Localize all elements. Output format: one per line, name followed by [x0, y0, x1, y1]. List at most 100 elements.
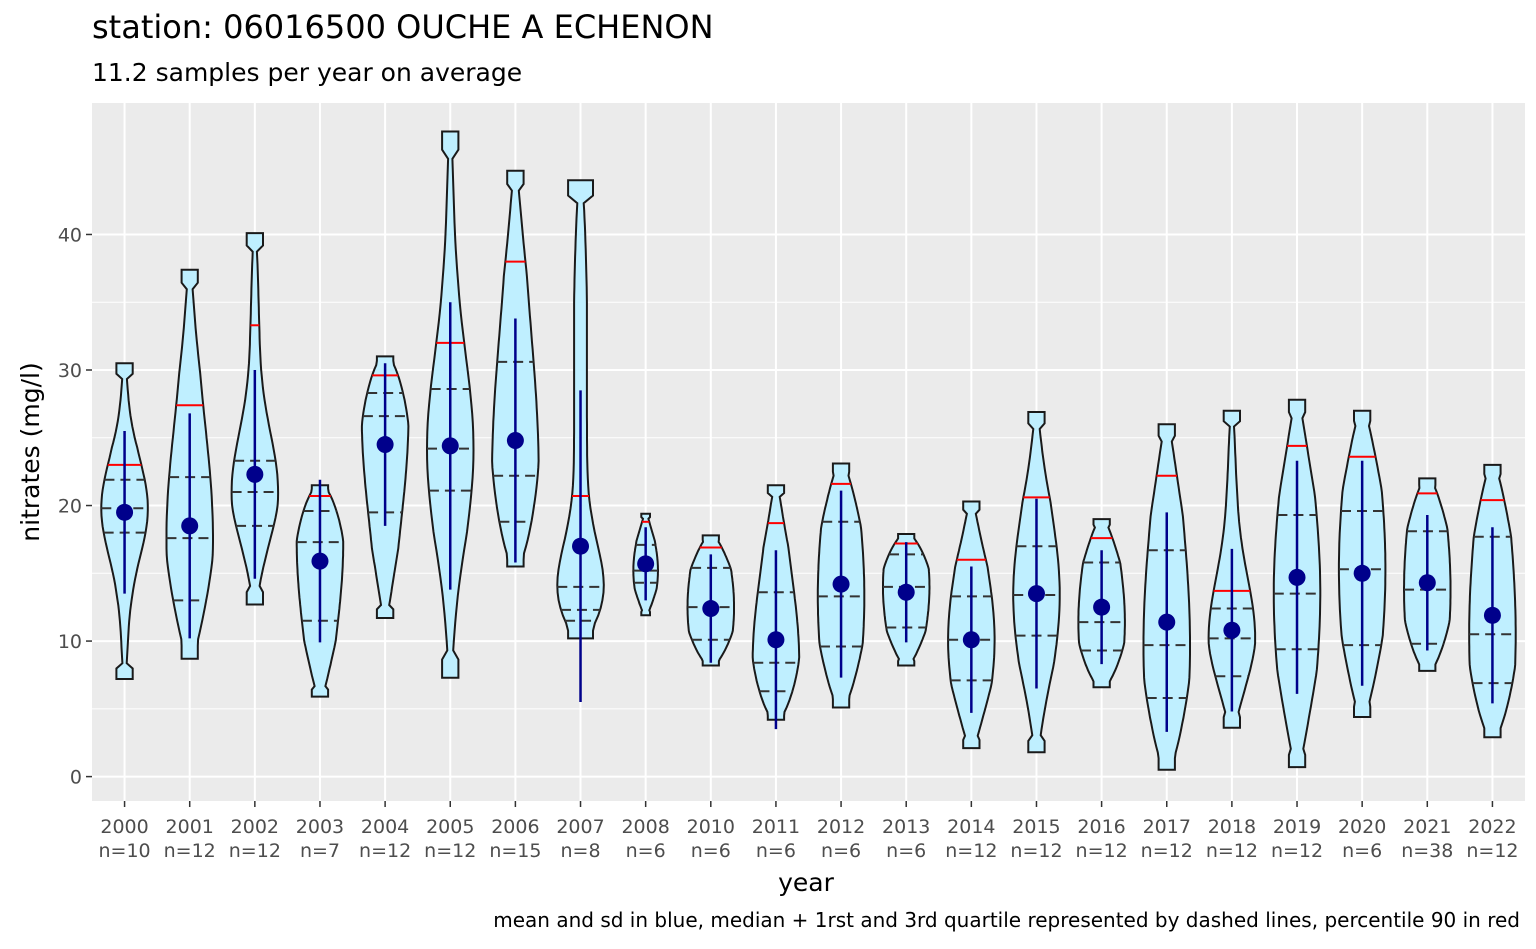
mean-point: [832, 575, 850, 593]
violin-2017: [1142, 423, 1191, 771]
x-tick-label-year: 2014: [947, 816, 995, 838]
x-tick-label-count: n=6: [691, 840, 731, 862]
mean-point: [572, 537, 590, 555]
x-axis: 2000n=102001n=122002n=122003n=72004n=122…: [98, 801, 1519, 862]
mean-point: [181, 517, 199, 535]
violin-2004: [360, 355, 410, 619]
mean-point: [1093, 598, 1111, 616]
mean-point: [1288, 568, 1306, 586]
mean-point: [897, 583, 915, 601]
y-tick-label: 30: [58, 360, 82, 382]
x-tick-label-year: 2004: [361, 816, 409, 838]
y-axis-title: nitrates (mg/l): [16, 362, 45, 541]
x-tick-label-count: n=12: [1076, 840, 1128, 862]
x-tick-label-count: n=12: [1466, 840, 1518, 862]
mean-point: [962, 631, 980, 649]
x-axis-title: year: [778, 868, 834, 897]
mean-point: [1158, 613, 1176, 631]
y-axis: 0 10 20 30 40: [58, 224, 92, 789]
mean-point: [1418, 574, 1436, 592]
mean-point: [246, 465, 264, 483]
x-tick-label-count: n=7: [300, 840, 340, 862]
x-tick-label-count: n=8: [560, 840, 600, 862]
x-tick-label-year: 2000: [100, 816, 148, 838]
violin-2005: [425, 130, 475, 679]
x-tick-label-year: 2012: [817, 816, 865, 838]
violin-2010: [686, 534, 735, 667]
violin-2015: [1012, 411, 1061, 754]
violin-2019: [1272, 398, 1322, 769]
violin-layer: [100, 130, 1517, 771]
violin-2006: [491, 169, 540, 568]
x-tick-label-year: 2015: [1012, 816, 1060, 838]
x-tick-label-year: 2020: [1338, 816, 1386, 838]
chart-caption: mean and sd in blue, median + 1rst and 3…: [493, 908, 1520, 932]
x-tick-label-year: 2006: [491, 816, 539, 838]
x-tick-label-count: n=12: [1206, 840, 1258, 862]
x-tick-label-count: n=12: [359, 840, 411, 862]
x-tick-label-count: n=12: [164, 840, 216, 862]
x-tick-label-count: n=12: [1141, 840, 1193, 862]
x-tick-label-year: 2022: [1468, 816, 1516, 838]
x-tick-label-year: 2001: [166, 816, 214, 838]
mean-point: [311, 552, 329, 570]
mean-point: [702, 600, 720, 618]
x-tick-label-count: n=12: [229, 840, 281, 862]
x-tick-label-count: n=15: [489, 840, 541, 862]
mean-point: [1483, 606, 1501, 624]
x-tick-label-year: 2003: [296, 816, 344, 838]
mean-point: [1353, 564, 1371, 582]
x-tick-label-year: 2008: [621, 816, 669, 838]
chart-subtitle: 11.2 samples per year on average: [92, 58, 523, 87]
x-tick-label-count: n=6: [756, 840, 796, 862]
x-tick-label-count: n=12: [424, 840, 476, 862]
mean-point: [441, 437, 459, 455]
violin-2003: [295, 479, 345, 698]
mean-point: [376, 436, 394, 454]
mean-point: [116, 503, 134, 521]
violin-2000: [100, 362, 149, 680]
violin-2012: [816, 462, 866, 709]
x-tick-label-year: 2013: [882, 816, 930, 838]
violin-2001: [165, 268, 214, 660]
x-tick-label-count: n=12: [1271, 840, 1323, 862]
x-tick-label-year: 2018: [1208, 816, 1256, 838]
chart-title: station: 06016500 OUCHE A ECHENON: [92, 8, 714, 46]
x-tick-label-count: n=6: [626, 840, 666, 862]
x-tick-label-count: n=12: [1010, 840, 1062, 862]
y-tick-label: 10: [58, 631, 82, 653]
x-tick-label-year: 2016: [1077, 816, 1125, 838]
x-tick-label-year: 2017: [1143, 816, 1191, 838]
x-tick-label-year: 2005: [426, 816, 474, 838]
violin-2013: [882, 533, 931, 667]
mean-point: [767, 631, 785, 649]
x-tick-label-count: n=6: [821, 840, 861, 862]
x-tick-label-year: 2010: [687, 816, 735, 838]
x-tick-label-year: 2011: [752, 816, 800, 838]
x-tick-label-count: n=12: [945, 840, 997, 862]
x-tick-label-year: 2019: [1273, 816, 1321, 838]
y-tick-label: 20: [58, 496, 82, 518]
violin-2022: [1468, 463, 1517, 739]
mean-point: [1027, 585, 1045, 603]
y-tick-label: 40: [58, 224, 82, 246]
mean-point: [506, 431, 524, 449]
violin-2020: [1337, 409, 1387, 718]
violin-2002: [230, 232, 280, 606]
violin-2016: [1077, 518, 1126, 689]
x-tick-label-year: 2002: [231, 816, 279, 838]
x-tick-label-year: 2007: [556, 816, 604, 838]
x-tick-label-year: 2021: [1403, 816, 1451, 838]
violin-2008: [632, 512, 659, 617]
x-tick-label-count: n=6: [1342, 840, 1382, 862]
violin-2021: [1403, 477, 1452, 672]
violin-2014: [947, 500, 996, 750]
violin-2018: [1207, 409, 1257, 729]
mean-point: [637, 555, 655, 573]
violin-2011: [751, 484, 801, 730]
x-tick-label-count: n=6: [886, 840, 926, 862]
mean-point: [1223, 621, 1241, 639]
x-tick-label-count: n=10: [98, 840, 150, 862]
y-tick-label: 0: [70, 767, 82, 789]
